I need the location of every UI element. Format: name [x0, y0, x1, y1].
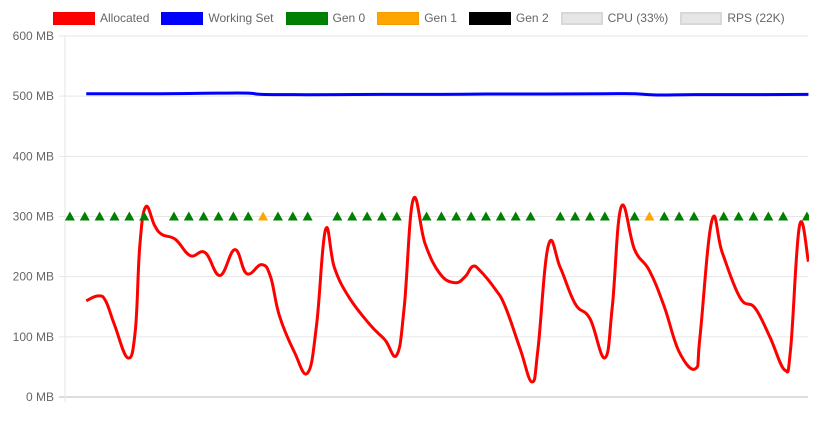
gen-0-marker	[659, 211, 670, 221]
gen-0-marker	[332, 211, 343, 221]
gen-0-marker	[480, 211, 491, 221]
legend-label: Gen 1	[424, 11, 457, 25]
legend-label: Gen 0	[332, 11, 366, 25]
y-tick-label: 400 MB	[13, 149, 54, 163]
legend-label: RPS (22K)	[727, 11, 785, 25]
gen-0-marker	[421, 211, 432, 221]
gen-0-marker	[555, 211, 566, 221]
gen-0-marker	[347, 211, 358, 221]
gen-0-marker	[689, 211, 700, 221]
gen-0-marker	[228, 211, 239, 221]
gen-1-marker	[258, 211, 269, 221]
gen-0-marker	[763, 211, 774, 221]
y-tick-label: 200 MB	[13, 270, 54, 284]
legend-swatch	[468, 11, 511, 25]
gen-0-marker	[599, 211, 610, 221]
legend-item-gen-1[interactable]: Gen 1	[377, 11, 457, 25]
legend-label: CPU (33%)	[607, 11, 669, 25]
gen-0-marker	[510, 211, 521, 221]
working-set-line	[86, 91, 809, 97]
legend-item-working-set[interactable]: Working Set	[161, 11, 274, 25]
legend: Allocated Working Set Gen 0 Gen 1 Gen 2 CPU (…	[53, 11, 797, 25]
gen-0-marker	[748, 211, 759, 221]
legend-label: Allocated	[100, 11, 150, 25]
gen-0-marker	[451, 211, 462, 221]
plot-edge-mask	[809, 0, 840, 437]
gen-0-marker	[362, 211, 373, 221]
legend-item-allocated[interactable]: Allocated	[53, 11, 149, 25]
gen-0-marker	[302, 211, 313, 221]
gen-0-marker	[139, 211, 150, 221]
legend-swatch	[560, 11, 603, 25]
gen-0-marker	[109, 211, 120, 221]
gen-0-marker	[272, 211, 283, 221]
gen-0-marker	[585, 211, 596, 221]
gen-0-marker	[495, 211, 506, 221]
y-tick-label: 100 MB	[13, 330, 54, 344]
gen-0-marker	[391, 211, 402, 221]
gen-0-marker	[436, 211, 447, 221]
gen-0-marker	[287, 211, 298, 221]
gen-0-marker	[629, 211, 640, 221]
gen-0-marker	[718, 211, 729, 221]
gen-0-marker	[198, 211, 209, 221]
gen-0-marker	[525, 211, 536, 221]
gen-0-marker	[124, 211, 135, 221]
gen-0-marker	[733, 211, 744, 221]
gen-1-marker	[644, 211, 655, 221]
legend-label: Working Set	[208, 11, 274, 25]
legend-item-cpu-33[interactable]: CPU (33%)	[560, 11, 669, 25]
legend-item-gen-0[interactable]: Gen 0	[285, 11, 366, 25]
gen-0-marker	[243, 211, 254, 221]
gen-0-marker	[168, 211, 179, 221]
gen-0-marker	[213, 211, 224, 221]
legend-item-rps-22k[interactable]: RPS (22K)	[680, 11, 785, 25]
gen-0-marker	[94, 211, 105, 221]
legend-swatch	[53, 11, 95, 25]
legend-label: Gen 2	[515, 11, 549, 25]
legend-swatch	[680, 11, 723, 25]
y-tick-label: 500 MB	[13, 89, 54, 103]
gen-0-marker	[570, 211, 581, 221]
legend-swatch	[377, 11, 420, 25]
legend-swatch	[285, 11, 328, 25]
gen-0-marker	[778, 211, 789, 221]
gen-0-marker	[183, 211, 194, 221]
gen-0-marker	[64, 211, 75, 221]
legend-item-gen-2[interactable]: Gen 2	[468, 11, 549, 25]
y-tick-label: 600 MB	[13, 29, 54, 43]
allocated-line	[85, 195, 810, 384]
y-tick-label: 0 MB	[26, 390, 54, 404]
gen-0-marker	[674, 211, 685, 221]
legend-swatch	[161, 11, 204, 25]
gen-0-marker	[466, 211, 477, 221]
gen-0-marker	[376, 211, 387, 221]
y-tick-label: 300 MB	[13, 210, 54, 224]
gen-0-marker	[79, 211, 90, 221]
